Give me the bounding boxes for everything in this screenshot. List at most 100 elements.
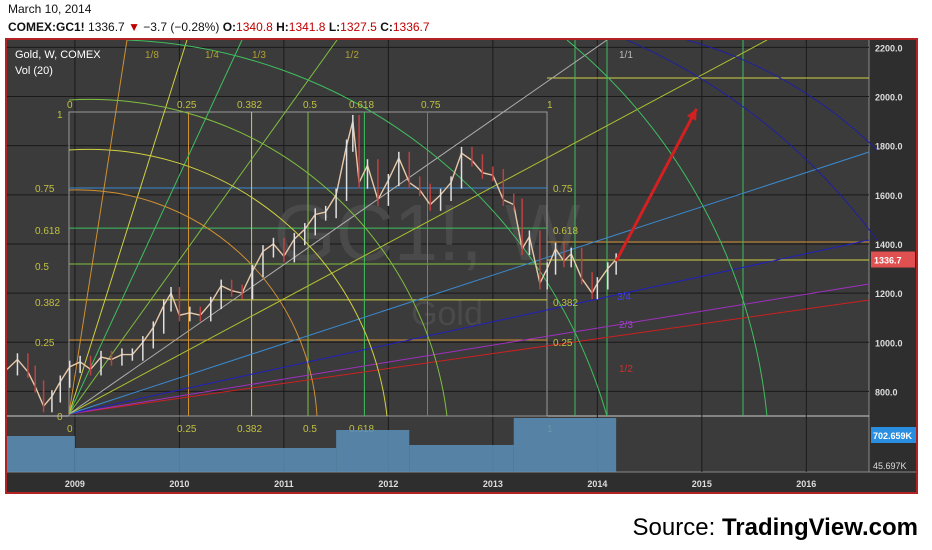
projection-arrow-head: [686, 108, 697, 121]
fib-right-label: 0.618: [553, 226, 578, 237]
price-marker: [871, 251, 915, 268]
volume-marker-label: 702.659K: [873, 431, 913, 441]
low-value: 1327.5: [340, 20, 377, 34]
x-tick-label: 2014: [587, 479, 607, 489]
symbol[interactable]: COMEX:GC1!: [8, 20, 85, 34]
x-tick-label: 2009: [65, 479, 85, 489]
fan-label: 1/2: [619, 364, 633, 375]
volume-bar: [409, 445, 514, 472]
volume-min-label: 45.697K: [873, 461, 907, 471]
fib-bottom-label: 0.25: [177, 424, 197, 435]
fib-left-label: 0.618: [35, 226, 60, 237]
plot-area: [7, 40, 869, 492]
x-tick-label: 2010: [169, 479, 189, 489]
open-label: O:: [222, 20, 237, 34]
fib-arc: [68, 148, 388, 417]
fan-line: [68, 40, 128, 415]
chart-date: March 10, 2014: [8, 2, 92, 16]
open-value: 1340.8: [236, 20, 273, 34]
volume-bar: [7, 436, 75, 472]
high-label: H:: [276, 20, 289, 34]
y-tick-label: 1000.0: [875, 338, 903, 348]
fan-label: 2/3: [619, 320, 633, 331]
fib-right-label: 0.25: [553, 338, 573, 349]
fib-left-label: 0: [57, 412, 63, 423]
x-tick-label: 2013: [483, 479, 503, 489]
fan-line: [68, 40, 608, 415]
y-tick-label: 2000.0: [875, 93, 903, 103]
fib-arc: [566, 40, 768, 417]
fib-bottom-label: 0: [67, 424, 73, 435]
down-triangle-icon: ▼: [128, 20, 140, 34]
fib-arc: [68, 98, 448, 417]
price-change: −3.7 (−0.28%): [143, 20, 220, 34]
gann-label: 1/4: [205, 50, 219, 61]
fib-right-label: 0.75: [553, 184, 573, 195]
fib-arc: [626, 40, 878, 241]
fib-top-label: 0.75: [421, 100, 441, 111]
y-tick-label: 1200.0: [875, 289, 903, 299]
close-label: C:: [380, 20, 393, 34]
time-axis-panel: [7, 472, 916, 492]
fib-top-label: 0.5: [303, 100, 317, 111]
fan-line: [68, 239, 870, 415]
watermark-name: Gold: [411, 295, 483, 333]
fan-line: [68, 151, 870, 415]
x-tick-label: 2015: [692, 479, 712, 489]
fib-top-label: 1: [547, 100, 553, 111]
volume-bar: [74, 448, 337, 472]
gann-label: 1/8: [145, 50, 159, 61]
volume-bar: [336, 430, 410, 472]
fan-line: [68, 40, 768, 415]
y-tick-label: 2200.0: [875, 43, 903, 53]
fib-left-label: 0.75: [35, 184, 55, 195]
indicator-label: Vol (20): [15, 65, 53, 77]
fib-top-label: 0: [67, 100, 73, 111]
source-prefix: Source:: [632, 514, 722, 541]
x-tick-label: 2016: [796, 479, 816, 489]
fib-arc: [126, 40, 608, 417]
last-price: 1336.7: [88, 20, 125, 34]
price-line: [7, 120, 617, 408]
volume-bar: [513, 418, 617, 472]
close-value: 1336.7: [392, 20, 430, 34]
price-marker-label: 1336.7: [874, 256, 902, 266]
fib-bottom-label: 0.618: [349, 424, 374, 435]
gann-label: 1/1: [619, 50, 633, 61]
high-value: 1341.8: [288, 20, 326, 34]
fan-line: [68, 40, 338, 415]
fib-right-label: 0.382: [553, 298, 578, 309]
low-label: L:: [328, 20, 341, 34]
gann-label: 1/3: [252, 50, 266, 61]
y-tick-label: 1600.0: [875, 191, 903, 201]
gann-label: 1/2: [345, 50, 359, 61]
fib-bottom-label: 0.382: [237, 424, 262, 435]
fib-left-label: 0.25: [35, 338, 55, 349]
fib-top-label: 0.382: [237, 100, 262, 111]
fan-label: 3/4: [617, 292, 631, 303]
fib-top-label: 0.25: [177, 100, 197, 111]
fib-top-label: 0.618: [349, 100, 374, 111]
source-brand: TradingView.com: [721, 514, 918, 541]
fib-bottom-label: 0.5: [303, 424, 317, 435]
source-credit: Source: TradingView.com: [633, 514, 918, 542]
fib-left-label: 1: [57, 110, 63, 121]
price-chart[interactable]: 2009 2010 2011 2012 2013 2014 2015 2016 2200.0 20…: [7, 40, 916, 492]
y-tick-label: 800.0: [875, 387, 898, 397]
fan-line: [68, 299, 870, 415]
fan-line: [68, 283, 870, 415]
fib-left-label: 0.382: [35, 298, 60, 309]
chart-title: Gold, W, COMEX: [15, 49, 101, 61]
fib-left-label: 0.5: [35, 262, 49, 273]
chart-frame[interactable]: 2009 2010 2011 2012 2013 2014 2015 2016 2200.0 20…: [5, 38, 918, 494]
fan-line: [68, 40, 243, 415]
projection-arrow: [614, 108, 698, 262]
x-tick-label: 2011: [274, 479, 294, 489]
fib-arc: [686, 40, 878, 151]
y-tick-label: 1800.0: [875, 142, 903, 152]
y-tick-label: 1400.0: [875, 240, 903, 250]
fan-line: [68, 40, 188, 415]
x-tick-label: 2012: [378, 479, 398, 489]
volume-marker: [871, 427, 916, 443]
quote-line: COMEX:GC1! 1336.7 ▼ −3.7 (−0.28%) O:1340…: [8, 20, 430, 34]
